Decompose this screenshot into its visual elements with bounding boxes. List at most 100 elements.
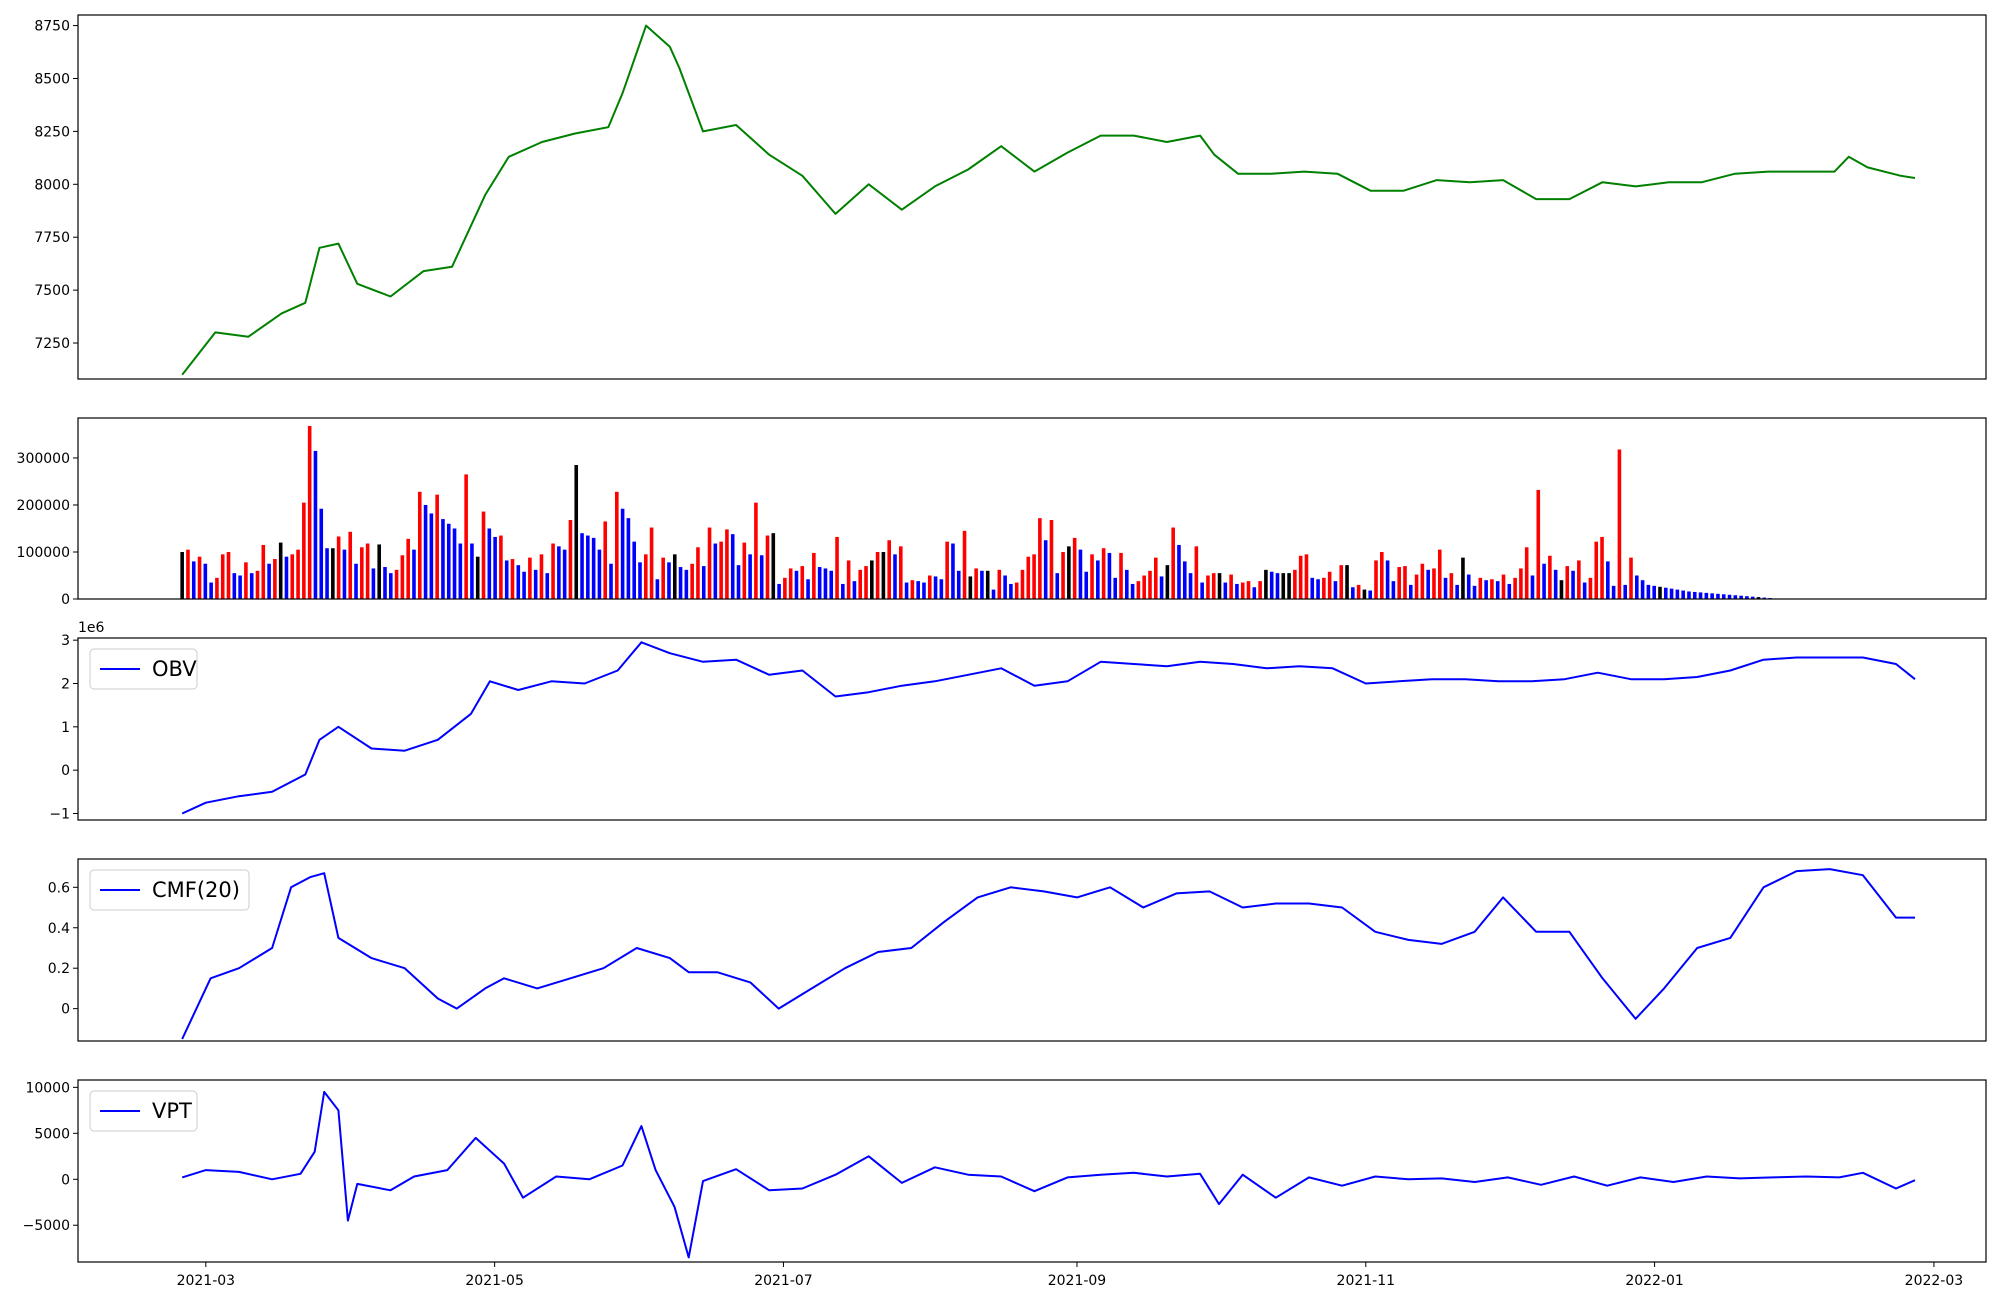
volume-bar (1096, 560, 1100, 599)
volume-bar (388, 573, 393, 599)
volume-bar (1078, 549, 1083, 599)
volume-bar (609, 563, 613, 599)
volume-bar (238, 575, 242, 599)
volume-bar (232, 573, 237, 599)
volume-bar (360, 547, 364, 599)
series-line (181, 868, 1915, 1040)
y-tick-label: 0.6 (48, 880, 70, 896)
volume-bar (1043, 540, 1048, 599)
volume-bar (267, 563, 271, 599)
volume-bar (197, 556, 202, 599)
volume-bar (852, 581, 857, 599)
volume-bar (794, 570, 799, 599)
volume-bar (1727, 594, 1732, 599)
volume-bar (1623, 584, 1628, 599)
volume-bar (551, 543, 555, 599)
volume-bar (643, 554, 648, 599)
plot-area (180, 425, 1801, 599)
volume-bar (812, 552, 816, 599)
y-tick-label: 0 (61, 1172, 70, 1188)
volume-bar (1577, 560, 1581, 599)
volume-bar (730, 534, 735, 599)
volume-bar (557, 546, 561, 599)
volume-bar (226, 551, 231, 599)
volume-bar (1507, 583, 1512, 599)
panel-1: 7250 7500 7750 8000 8250 8500 8750 (34, 14, 1987, 380)
y-tick-label: −1 (49, 807, 70, 823)
volume-bar (325, 548, 329, 599)
legend: OBV (89, 648, 198, 690)
axes-frame (77, 417, 1987, 600)
volume-bar (615, 491, 619, 599)
volume-bar (539, 554, 544, 599)
x-tick-label: 2021-09 (1048, 1273, 1107, 1289)
volume-bar (893, 554, 897, 599)
volume-bar (365, 543, 370, 599)
y-tick-label: 7750 (34, 230, 70, 246)
volume-bar (441, 519, 445, 599)
volume-bar (927, 575, 932, 599)
volume-bar (1426, 569, 1430, 599)
volume-bar (1588, 577, 1593, 599)
volume-bar (1414, 574, 1419, 599)
y-tick-label: −5000 (23, 1218, 70, 1234)
volume-bar (736, 565, 741, 599)
y-tick-label: 3 (61, 633, 70, 649)
volume-bar (980, 570, 984, 599)
volume-bar (713, 543, 718, 599)
volume-bar (180, 551, 184, 599)
volume-bar (1003, 575, 1007, 599)
volume-bar (1408, 584, 1413, 599)
volume-bar (1397, 567, 1401, 599)
series-line (181, 1090, 1916, 1259)
volume-bar (1026, 556, 1031, 599)
volume-bar (331, 548, 335, 599)
panel-5: −5000 0 5000 10000 VPT 2021-03 2021-05 2021-07 2… (23, 1079, 1987, 1289)
volume-bar (1594, 541, 1599, 599)
volume-bar (1663, 587, 1668, 599)
volume-bar (487, 528, 492, 599)
volume-bar (464, 474, 468, 599)
legend-label: CMF(20) (152, 878, 240, 902)
plot-area (181, 868, 1915, 1040)
volume-bar (1461, 557, 1465, 599)
volume-bar (1721, 594, 1726, 599)
volume-bar (417, 491, 422, 599)
volume-bar (870, 560, 874, 599)
y-tick-label: 100000 (17, 545, 70, 561)
volume-bar (881, 551, 886, 599)
axis-offset-label: 1e6 (78, 620, 105, 636)
volume-bar (475, 556, 480, 599)
volume-bar (1211, 573, 1216, 599)
x-tick-label: 2022-01 (1625, 1273, 1684, 1289)
volume-bar (783, 577, 787, 599)
volume-bar (1200, 582, 1204, 599)
volume-bar (632, 541, 636, 599)
volume-bar (1351, 587, 1355, 599)
volume-bar (1559, 580, 1564, 599)
volume-bar (875, 551, 880, 599)
volume-bar (1484, 580, 1488, 599)
volume-bar (1739, 595, 1743, 599)
volume-bar (1629, 557, 1633, 599)
volume-bar (1617, 449, 1622, 599)
volume-bar (1339, 565, 1344, 599)
volume-bar (383, 567, 387, 599)
volume-bar (1130, 583, 1135, 599)
y-tick-label: 300000 (17, 451, 70, 467)
volume-bar (1275, 573, 1280, 599)
volume-bar (319, 508, 324, 599)
volume-bar (1478, 577, 1483, 599)
volume-bar (1217, 573, 1222, 599)
volume-bar (1501, 574, 1506, 599)
volume-bar (1600, 536, 1604, 599)
volume-bar (1420, 563, 1425, 599)
volume-bar (1513, 577, 1517, 599)
volume-bar (394, 569, 399, 599)
volume-bar (1159, 576, 1164, 599)
volume-bar (916, 581, 920, 599)
volume-bar (574, 465, 579, 599)
volume-bar (1582, 582, 1587, 599)
volume-bar (1055, 573, 1060, 599)
volume-bar (968, 576, 973, 599)
